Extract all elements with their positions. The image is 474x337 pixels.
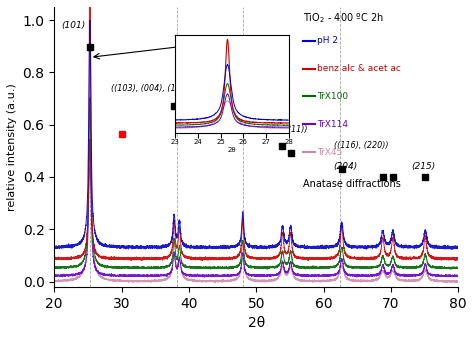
Text: TrX100: TrX100 [317, 92, 348, 101]
Text: (101): (101) [61, 21, 85, 30]
Y-axis label: relative intensity (a.u.): relative intensity (a.u.) [7, 83, 17, 211]
Text: pH 2: pH 2 [317, 36, 338, 45]
Text: (215): (215) [411, 162, 435, 171]
Text: ((103), (004), (112)): ((103), (004), (112)) [111, 84, 192, 93]
Text: Anatase diffractions: Anatase diffractions [303, 179, 401, 189]
Text: ((105), (211)): ((105), (211)) [253, 125, 307, 134]
Text: benz alc & acet ac: benz alc & acet ac [317, 64, 401, 73]
Text: (200): (200) [223, 104, 247, 114]
Text: (204): (204) [334, 162, 358, 171]
X-axis label: 2θ: 2θ [247, 316, 265, 330]
Text: ((116), (220)): ((116), (220)) [334, 141, 388, 150]
Text: TrX114: TrX114 [317, 120, 348, 129]
Text: TiO$_2$ - 400 ºC 2h: TiO$_2$ - 400 ºC 2h [303, 11, 383, 25]
Text: TrX45: TrX45 [317, 148, 342, 157]
